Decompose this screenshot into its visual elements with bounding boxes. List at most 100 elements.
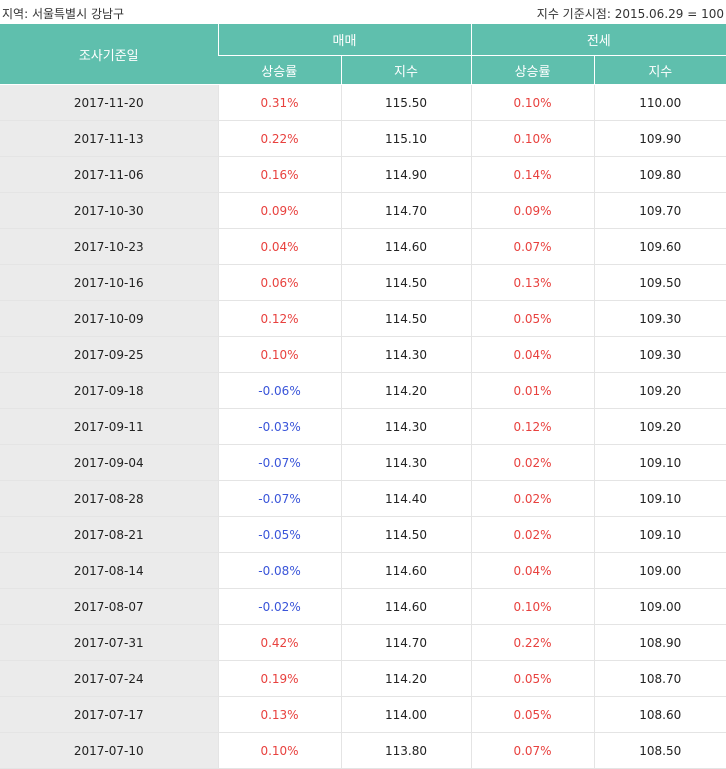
cell-jeonse-rate: 0.10% [470,84,595,121]
cell-jeonse-rate: 0.02% [470,516,595,553]
info-bar: 지역: 서울특별시 강남구 지수 기준시점: 2015.06.29 = 100 [0,0,726,24]
cell-jeonse-index: 109.90 [593,120,726,157]
cell-sale-index: 115.10 [340,120,472,157]
cell-jeonse-index: 108.90 [593,624,726,661]
cell-jeonse-index: 109.70 [593,192,726,229]
header-jeonse: 전세 [470,24,726,56]
cell-sale-index: 114.90 [340,156,472,193]
table-row: 2017-09-04 -0.07% 114.30 0.02% 109.10 [0,444,726,481]
cell-jeonse-rate: 0.09% [470,192,595,229]
cell-sale-index: 115.50 [340,84,472,121]
table-row: 2017-08-07 -0.02% 114.60 0.10% 109.00 [0,588,726,625]
cell-date: 2017-11-13 [0,120,218,157]
cell-sale-rate: 0.42% [217,624,341,661]
cell-sale-rate: 0.16% [217,156,341,193]
base-date-label: 지수 기준시점: 2015.06.29 = 100 [536,7,724,21]
cell-jeonse-rate: 0.05% [470,300,595,337]
table-row: 2017-11-13 0.22% 115.10 0.10% 109.90 [0,120,726,157]
cell-date: 2017-10-30 [0,192,218,229]
cell-sale-index: 114.00 [340,696,472,733]
cell-jeonse-index: 109.20 [593,372,726,409]
header-jeonse-rate: 상승률 [470,55,595,85]
cell-jeonse-rate: 0.14% [470,156,595,193]
cell-date: 2017-11-20 [0,84,218,121]
cell-jeonse-index: 110.00 [593,84,726,121]
table-row: 2017-08-21 -0.05% 114.50 0.02% 109.10 [0,516,726,553]
table-row: 2017-08-14 -0.08% 114.60 0.04% 109.00 [0,552,726,589]
cell-sale-index: 114.60 [340,588,472,625]
cell-sale-index: 114.50 [340,516,472,553]
table-row: 2017-10-30 0.09% 114.70 0.09% 109.70 [0,192,726,229]
cell-sale-rate: 0.31% [217,84,341,121]
cell-sale-index: 113.80 [340,732,472,769]
cell-sale-index: 114.30 [340,336,472,373]
cell-date: 2017-10-09 [0,300,218,337]
cell-jeonse-index: 109.20 [593,408,726,445]
cell-sale-rate: 0.22% [217,120,341,157]
cell-sale-rate: 0.10% [217,336,341,373]
table-row: 2017-09-11 -0.03% 114.30 0.12% 109.20 [0,408,726,445]
cell-date: 2017-08-21 [0,516,218,553]
cell-jeonse-rate: 0.07% [470,732,595,769]
cell-jeonse-rate: 0.10% [470,120,595,157]
table-row: 2017-10-16 0.06% 114.50 0.13% 109.50 [0,264,726,301]
cell-sale-index: 114.20 [340,372,472,409]
cell-sale-index: 114.60 [340,228,472,265]
cell-jeonse-index: 109.00 [593,588,726,625]
cell-date: 2017-10-23 [0,228,218,265]
cell-jeonse-index: 109.60 [593,228,726,265]
cell-sale-rate: 0.06% [217,264,341,301]
header-date: 조사기준일 [0,24,218,85]
table-row: 2017-07-10 0.10% 113.80 0.07% 108.50 [0,732,726,769]
cell-jeonse-rate: 0.05% [470,660,595,697]
cell-jeonse-index: 109.30 [593,336,726,373]
cell-sale-rate: 0.09% [217,192,341,229]
cell-jeonse-rate: 0.04% [470,552,595,589]
cell-sale-rate: 0.04% [217,228,341,265]
cell-sale-index: 114.20 [340,660,472,697]
cell-jeonse-index: 109.10 [593,444,726,481]
cell-sale-index: 114.60 [340,552,472,589]
cell-sale-rate: -0.05% [217,516,341,553]
cell-sale-rate: -0.07% [217,444,341,481]
cell-date: 2017-07-17 [0,696,218,733]
cell-jeonse-rate: 0.13% [470,264,595,301]
cell-date: 2017-09-11 [0,408,218,445]
cell-jeonse-rate: 0.02% [470,444,595,481]
cell-jeonse-rate: 0.05% [470,696,595,733]
table-row: 2017-07-24 0.19% 114.20 0.05% 108.70 [0,660,726,697]
cell-sale-rate: -0.08% [217,552,341,589]
cell-jeonse-index: 109.30 [593,300,726,337]
table-row: 2017-07-31 0.42% 114.70 0.22% 108.90 [0,624,726,661]
table-body: 2017-11-20 0.31% 115.50 0.10% 110.00 2017-11-… [0,84,726,769]
cell-date: 2017-08-14 [0,552,218,589]
cell-date: 2017-08-07 [0,588,218,625]
cell-date: 2017-08-28 [0,480,218,517]
header-sale: 매매 [217,24,472,56]
cell-sale-rate: 0.19% [217,660,341,697]
cell-jeonse-rate: 0.22% [470,624,595,661]
cell-date: 2017-09-25 [0,336,218,373]
cell-date: 2017-07-31 [0,624,218,661]
table-row: 2017-11-20 0.31% 115.50 0.10% 110.00 [0,84,726,121]
cell-sale-rate: 0.12% [217,300,341,337]
table-row: 2017-10-09 0.12% 114.50 0.05% 109.30 [0,300,726,337]
header-jeonse-index: 지수 [593,55,726,85]
cell-jeonse-rate: 0.07% [470,228,595,265]
cell-date: 2017-09-04 [0,444,218,481]
cell-sale-index: 114.70 [340,192,472,229]
cell-jeonse-index: 109.80 [593,156,726,193]
cell-jeonse-rate: 0.04% [470,336,595,373]
cell-jeonse-index: 108.50 [593,732,726,769]
cell-sale-index: 114.50 [340,264,472,301]
cell-jeonse-rate: 0.02% [470,480,595,517]
table-row: 2017-07-17 0.13% 114.00 0.05% 108.60 [0,696,726,733]
cell-jeonse-rate: 0.01% [470,372,595,409]
header-sale-index: 지수 [340,55,472,85]
table-row: 2017-08-28 -0.07% 114.40 0.02% 109.10 [0,480,726,517]
cell-date: 2017-10-16 [0,264,218,301]
cell-date: 2017-07-10 [0,732,218,769]
cell-sale-rate: -0.03% [217,408,341,445]
cell-sale-index: 114.30 [340,444,472,481]
cell-date: 2017-11-06 [0,156,218,193]
